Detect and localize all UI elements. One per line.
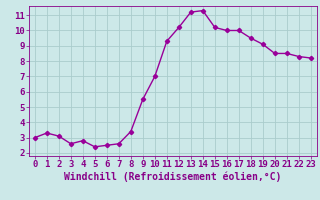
X-axis label: Windchill (Refroidissement éolien,°C): Windchill (Refroidissement éolien,°C): [64, 172, 282, 182]
